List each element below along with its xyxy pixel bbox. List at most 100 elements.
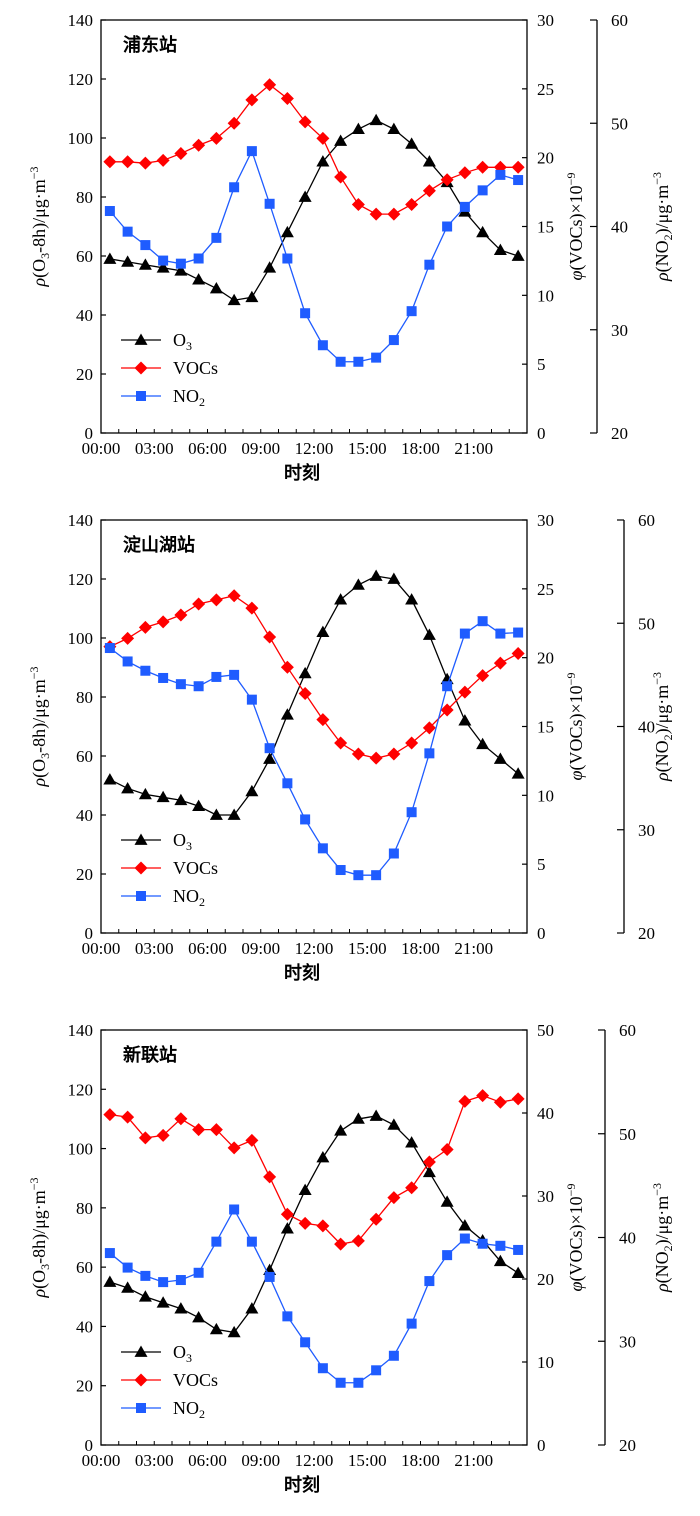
data-point-vocs (405, 736, 419, 750)
data-point-o3 (174, 1302, 188, 1314)
right-axis-2-tick-label: 60 (611, 11, 628, 30)
right-axis-2-tick-label: 30 (638, 821, 655, 840)
data-point-no2 (104, 1248, 115, 1259)
legend-marker-no2 (136, 391, 146, 401)
left-axis-title: ρ(O3-8h)/μg·m−3 (27, 1177, 52, 1298)
x-axis-tick-label: 09:00 (241, 939, 280, 958)
x-axis-tick-label: 03:00 (135, 1451, 174, 1470)
x-axis-title: 时刻 (284, 1474, 320, 1495)
data-point-vocs (316, 713, 330, 727)
data-point-vocs (138, 1131, 152, 1145)
panel-title: 浦东站 (123, 34, 177, 55)
right-axis-2-tick-label: 20 (638, 924, 655, 943)
data-point-o3 (387, 572, 401, 584)
data-point-o3 (351, 578, 365, 590)
left-axis-tick-label: 80 (76, 688, 93, 707)
x-axis-tick-label: 15:00 (348, 439, 387, 458)
left-axis-tick-label: 140 (68, 11, 94, 30)
data-point-vocs (209, 1123, 223, 1137)
series-line-vocs (109, 1094, 519, 1245)
left-axis-title: ρ(O3-8h)/μg·m−3 (27, 166, 52, 287)
data-point-vocs (263, 1170, 277, 1184)
data-point-no2 (193, 1267, 204, 1278)
data-point-vocs (458, 1094, 472, 1108)
data-point-no2 (317, 1363, 328, 1374)
data-point-no2 (264, 743, 275, 754)
legend-marker-o3 (134, 1345, 148, 1357)
data-point-vocs (351, 197, 365, 211)
data-point-o3 (511, 249, 525, 261)
data-point-vocs (334, 170, 348, 184)
x-axis-tick-label: 12:00 (295, 439, 334, 458)
data-point-vocs (227, 1141, 241, 1155)
data-point-o3 (192, 799, 206, 812)
data-point-o3 (458, 1219, 472, 1231)
data-point-vocs (334, 1237, 348, 1251)
data-point-no2 (353, 356, 364, 367)
legend-marker-vocs (134, 861, 148, 875)
data-point-no2 (406, 1318, 417, 1329)
data-point-no2 (317, 340, 328, 351)
right-axis-2-tick-label: 20 (619, 1436, 636, 1455)
data-point-no2 (424, 1276, 435, 1287)
right-axis-2-title: ρ(NO2)/μg·m−3 (650, 1183, 675, 1293)
plot-frame (100, 519, 528, 934)
data-point-no2 (140, 1270, 151, 1281)
data-point-vocs (298, 115, 312, 129)
data-point-no2 (140, 665, 151, 676)
data-point-vocs (351, 747, 365, 761)
data-point-no2 (140, 240, 151, 251)
legend-label-vocs: VOCs (173, 858, 218, 878)
right-axis-1-tick-label: 5 (537, 355, 546, 374)
data-point-o3 (334, 593, 348, 605)
data-point-o3 (369, 569, 383, 581)
x-axis-title: 时刻 (284, 962, 320, 983)
data-point-o3 (298, 666, 312, 679)
chart-panel-1: 0 20 40 60 80 100 120 140 0 5 10 15 20 25 30 20 30 40 50 60… (27, 11, 675, 483)
right-axis-1-tick-label: 5 (537, 855, 546, 874)
x-axis-tick-label: 12:00 (295, 1451, 334, 1470)
legend-marker-vocs (134, 361, 148, 375)
x-axis-tick-label: 06:00 (188, 439, 227, 458)
data-point-o3 (476, 225, 490, 238)
data-point-o3 (245, 784, 259, 797)
data-point-vocs (440, 1143, 454, 1157)
series-line-no2 (109, 149, 519, 363)
data-point-no2 (246, 146, 257, 157)
series-line-no2 (109, 620, 519, 876)
data-point-vocs (280, 660, 294, 674)
data-point-no2 (158, 672, 169, 683)
right-axis-1-tick-label: 50 (537, 1021, 554, 1040)
data-point-o3 (174, 264, 188, 276)
legend-marker-vocs (134, 1373, 148, 1387)
data-point-no2 (442, 681, 453, 692)
x-axis-tick-label: 00:00 (82, 1451, 121, 1470)
data-point-vocs (422, 1155, 436, 1169)
data-point-no2 (246, 1236, 257, 1247)
right-axis-1-title: φ(VOCs)×10−9 (564, 1184, 587, 1292)
legend-marker-o3 (134, 833, 148, 845)
data-point-vocs (476, 669, 490, 683)
data-point-no2 (211, 232, 222, 243)
data-point-o3 (369, 1109, 383, 1121)
right-axis-1-tick-label: 40 (537, 1104, 554, 1123)
data-point-o3 (138, 787, 152, 800)
data-point-vocs (138, 620, 152, 634)
chart-panel-3: 0 20 40 60 80 100 120 140 0 10 20 30 40 50 20 30 40 50 60 0… (27, 1021, 675, 1495)
data-point-vocs (493, 656, 507, 670)
right-axis-2-tick-label: 20 (611, 424, 628, 443)
data-point-o3 (280, 708, 294, 720)
data-point-o3 (405, 593, 419, 605)
data-point-vocs (511, 160, 525, 174)
data-point-o3 (121, 255, 135, 267)
x-axis-tick-label: 18:00 (401, 1451, 440, 1470)
right-axis-1-title: φ(VOCs)×10−9 (564, 673, 587, 781)
data-point-no2 (442, 1250, 453, 1261)
legend-label-vocs: VOCs (173, 358, 218, 378)
data-point-vocs (174, 608, 188, 622)
left-axis-tick-label: 80 (76, 188, 93, 207)
data-point-no2 (424, 259, 435, 270)
data-point-no2 (246, 694, 257, 705)
data-point-vocs (458, 166, 472, 180)
data-point-no2 (122, 1262, 133, 1273)
